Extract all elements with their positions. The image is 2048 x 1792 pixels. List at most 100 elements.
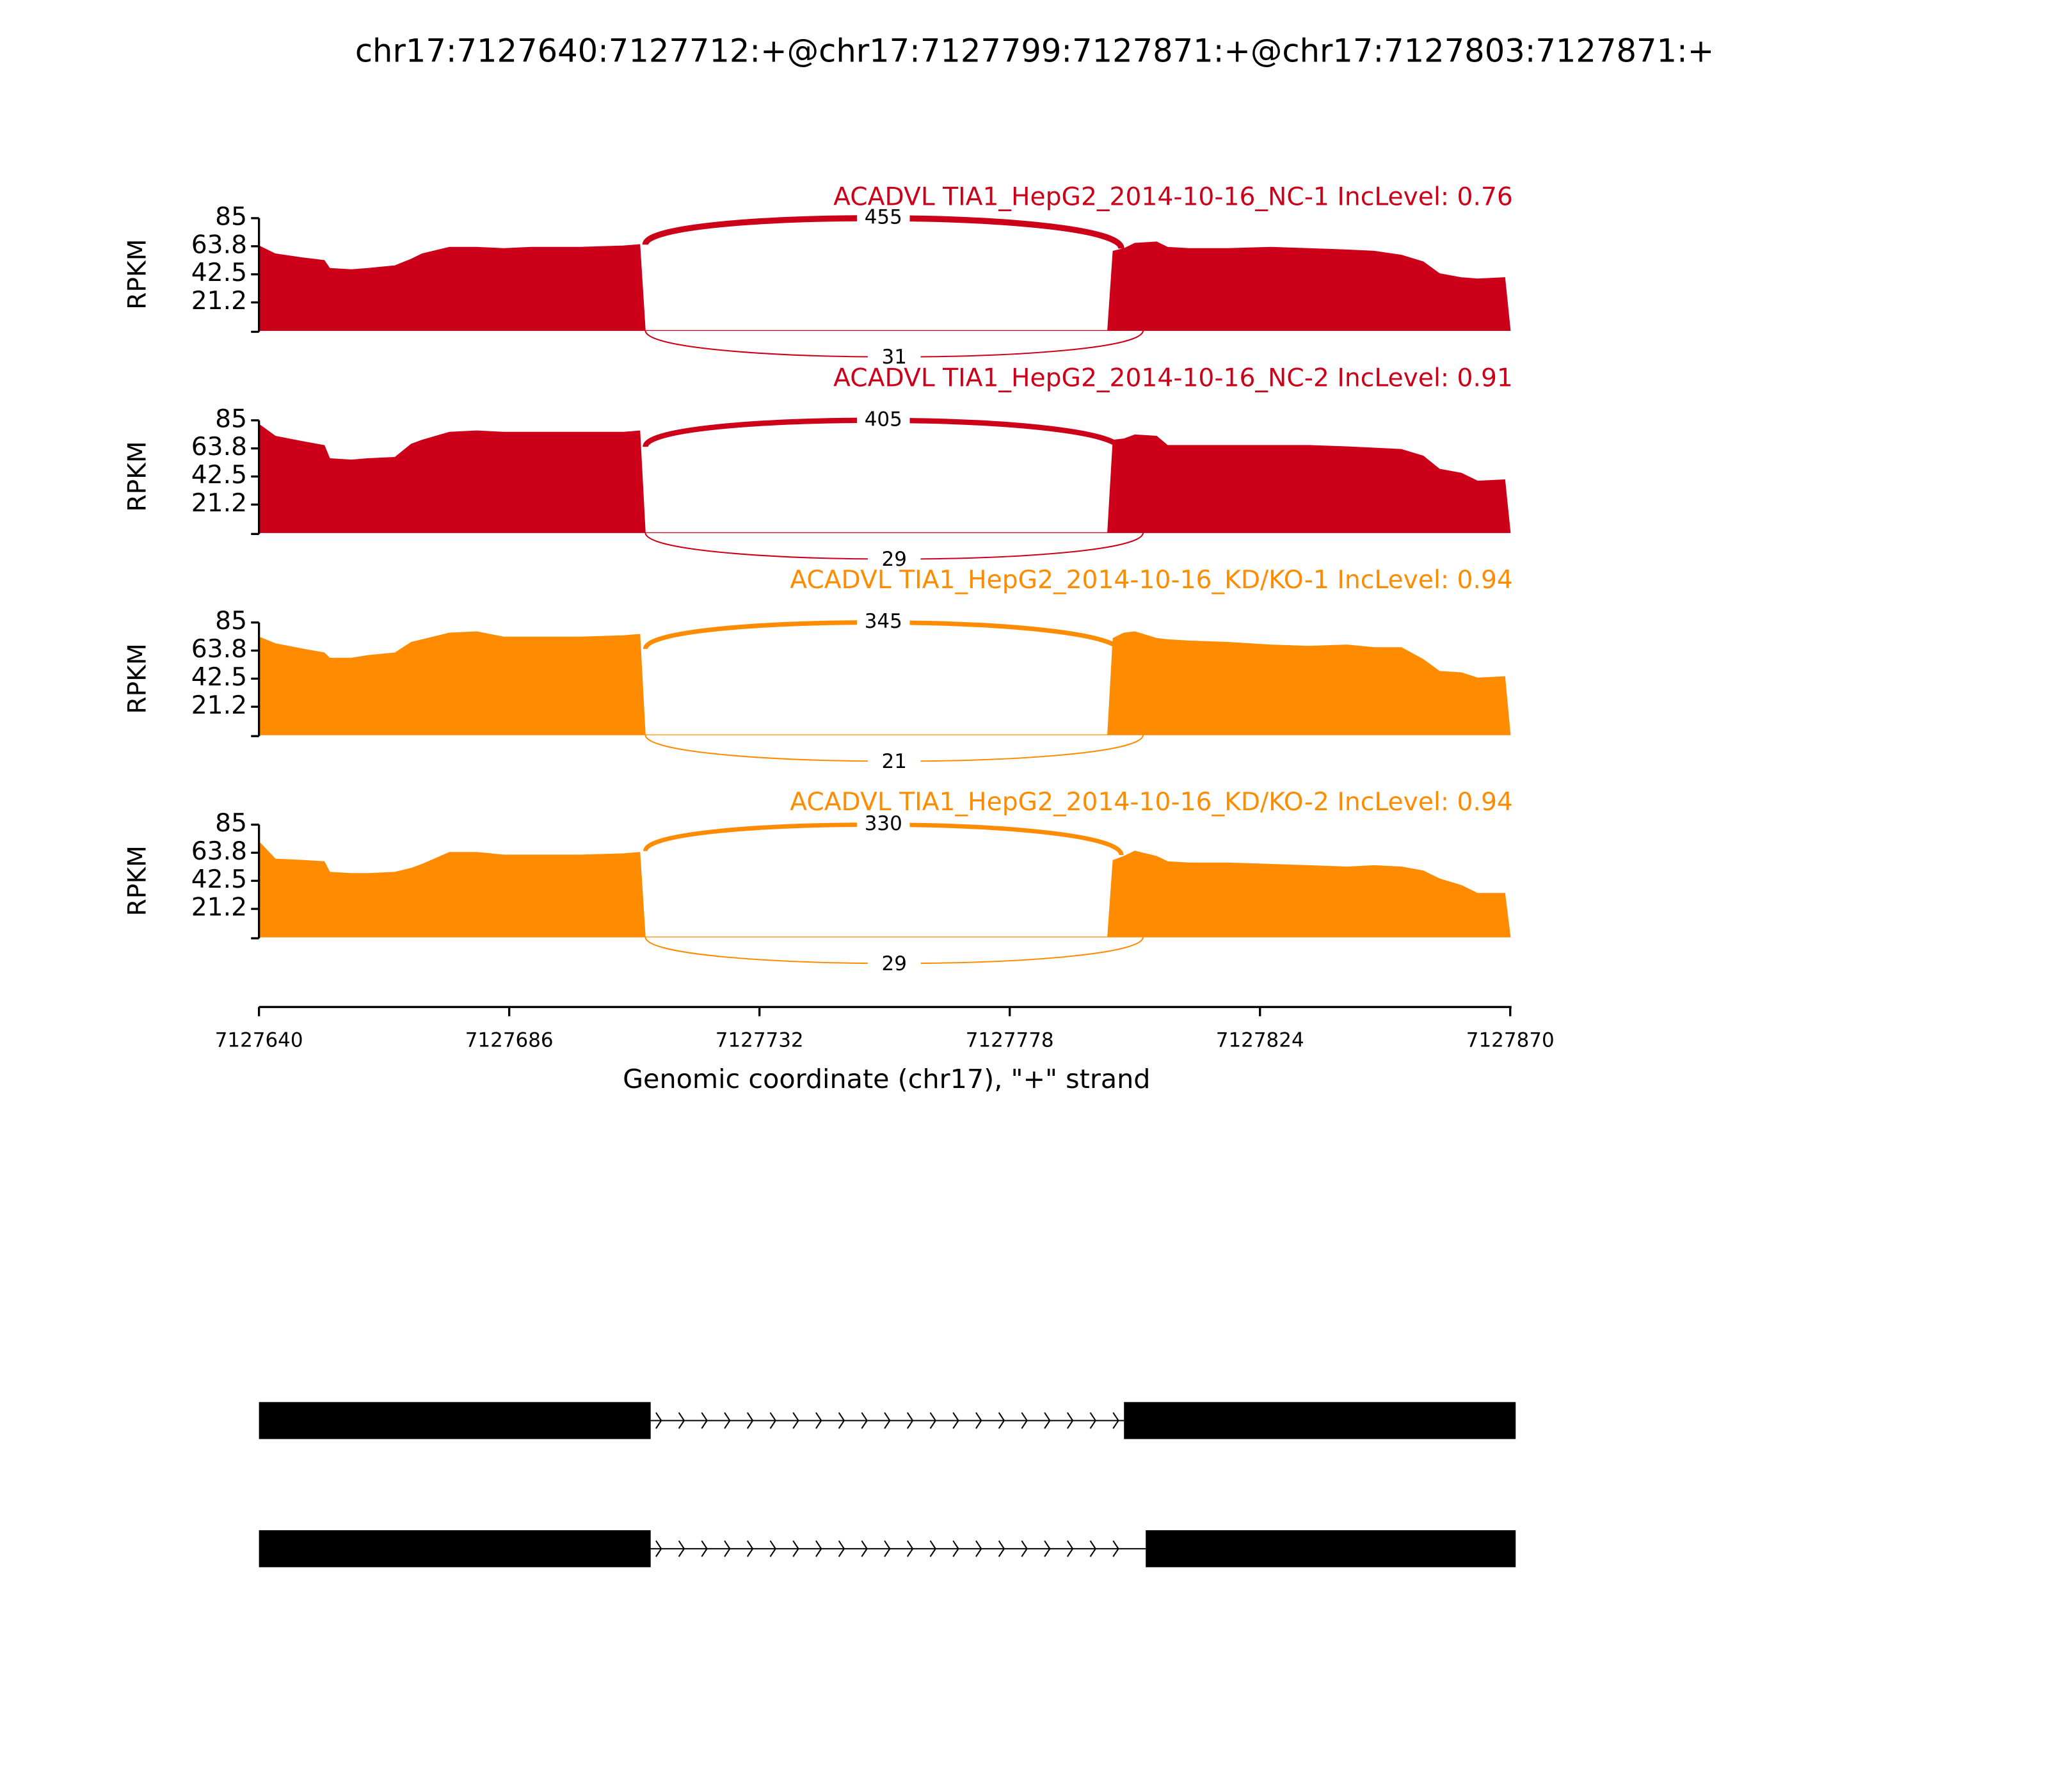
strand-arrow [1044,1412,1051,1429]
x-tick-label: 7127870 [1466,1029,1555,1052]
strand-arrow [838,1540,845,1557]
x-tick-label: 7127640 [215,1029,303,1052]
strand-arrow [655,1540,662,1557]
junction-label-bg [867,348,921,369]
junction-count: 31 [882,346,907,369]
strand-arrow [701,1540,708,1557]
strand-arrow [952,1540,959,1557]
y-axis-label: RPKM [123,441,152,511]
exon [259,1402,651,1439]
strand-arrow [861,1540,868,1557]
strand-arrow [769,1412,777,1429]
y-axis-label: RPKM [123,845,152,916]
strand-arrow [769,1540,777,1557]
y-tick-label: 63.8 [191,433,247,461]
x-tick-label: 7127824 [1216,1029,1304,1052]
strand-arrow [701,1412,708,1429]
strand-arrow [884,1412,891,1429]
strand-arrow [746,1540,754,1557]
strand-arrow [792,1412,799,1429]
y-tick-label: 42.5 [191,865,247,894]
y-tick-label: 63.8 [191,230,247,259]
figure-title: chr17:7127640:7127712:+@chr17:7127799:71… [355,32,1714,69]
strand-arrow [815,1540,822,1557]
junction-label-bg [867,954,921,975]
junction-count: 455 [865,205,902,228]
strand-arrow [998,1412,1005,1429]
junction-label-bg [856,814,910,836]
y-axis-label: RPKM [123,643,152,714]
panel-title: ACADVL TIA1_HepG2_2014-10-16_KD/KO-1 Inc… [790,566,1513,595]
junction-count: 345 [865,610,902,633]
coverage-area [259,840,1511,938]
panel-title: ACADVL TIA1_HepG2_2014-10-16_NC-1 IncLev… [833,182,1513,211]
coverage-area [259,241,1511,332]
strand-arrow [746,1412,754,1429]
junction-label-bg [867,550,921,572]
strand-arrow [906,1540,914,1557]
y-tick-label: 85 [215,202,247,231]
strand-arrow [1066,1412,1074,1429]
strand-arrow [929,1412,937,1429]
exon [1146,1530,1516,1567]
y-axis-label: RPKM [123,239,152,309]
panel-title: ACADVL TIA1_HepG2_2014-10-16_NC-2 IncLev… [833,364,1513,392]
strand-arrow [1021,1412,1028,1429]
y-tick-label: 42.5 [191,461,247,490]
y-tick-label: 42.5 [191,259,247,287]
strand-arrow [678,1412,685,1429]
y-tick-label: 21.2 [191,893,247,922]
strand-arrow [678,1540,685,1557]
junction-label-bg [867,751,921,773]
strand-arrow [792,1540,799,1557]
strand-arrow [1112,1412,1119,1429]
strand-arrow [906,1412,914,1429]
strand-arrow [1089,1540,1097,1557]
strand-arrow [724,1540,731,1557]
panel-title: ACADVL TIA1_HepG2_2014-10-16_KD/KO-2 Inc… [790,788,1513,817]
junction-label-bg [856,410,910,431]
strand-arrow [952,1412,959,1429]
strand-arrow [861,1412,868,1429]
junction-count: 405 [865,408,902,431]
strand-arrow [929,1540,937,1557]
junction-count: 29 [882,548,907,571]
y-tick-label: 21.2 [191,287,247,316]
y-tick-label: 85 [215,809,247,838]
y-tick-label: 85 [215,607,247,636]
y-tick-label: 21.2 [191,489,247,518]
x-tick-label: 7127778 [966,1029,1054,1052]
strand-arrow [1066,1540,1074,1557]
strand-arrow [884,1540,891,1557]
strand-arrow [975,1412,982,1429]
y-tick-label: 21.2 [191,691,247,720]
strand-arrow [1044,1540,1051,1557]
coverage-area [259,631,1511,735]
exon [1124,1402,1516,1439]
strand-arrow [724,1412,731,1429]
coverage-area [259,423,1511,533]
strand-arrow [975,1540,982,1557]
y-tick-label: 85 [215,404,247,433]
junction-count: 21 [882,750,907,773]
strand-arrow [815,1412,822,1429]
strand-arrow [838,1412,845,1429]
junction-count: 29 [882,952,907,975]
y-tick-label: 63.8 [191,837,247,866]
exon [259,1530,651,1567]
strand-arrow [1021,1540,1028,1557]
junction-count: 330 [865,812,902,835]
strand-arrow [1089,1412,1097,1429]
junction-label-bg [856,612,910,634]
y-tick-label: 63.8 [191,635,247,664]
x-axis-label: Genomic coordinate (chr17), "+" strand [623,1064,1150,1094]
strand-arrow [1112,1540,1119,1557]
x-tick-label: 7127732 [716,1029,804,1052]
x-tick-label: 7127686 [465,1029,554,1052]
y-tick-label: 42.5 [191,663,247,692]
strand-arrow [998,1540,1005,1557]
strand-arrow [655,1412,662,1429]
junction-label-bg [856,207,910,229]
